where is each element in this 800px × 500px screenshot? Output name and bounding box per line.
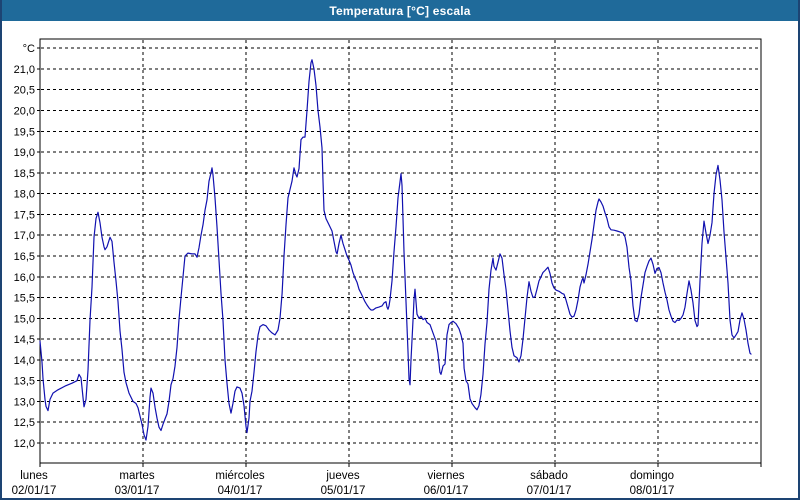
y-axis-tick-label: 20,0 [14, 106, 35, 118]
y-axis-unit-label: °C [23, 43, 35, 55]
x-axis-day-label: jueves [325, 470, 359, 482]
x-axis-date-label: 03/01/17 [115, 485, 160, 497]
y-axis-tick-label: 20,5 [14, 85, 35, 97]
x-axis-date-label: 06/01/17 [424, 485, 469, 497]
plot-border [39, 38, 762, 464]
y-axis-tick-label: 18,5 [14, 168, 35, 180]
window-title-bar[interactable]: Temperatura [°C] escala [2, 0, 798, 21]
x-axis-day-label: martes [119, 470, 154, 482]
x-axis-date-label: 02/01/17 [12, 485, 57, 497]
y-axis-tick-label: 19,5 [14, 126, 35, 138]
y-axis-tick-label: 17,5 [14, 209, 35, 221]
window-title: Temperatura [°C] escala [329, 3, 471, 18]
y-axis-tick-label: 16,0 [14, 272, 35, 284]
x-axis-date-label: 08/01/17 [630, 485, 675, 497]
x-axis-day-label: lunes [20, 470, 48, 482]
y-axis-tick-label: 19,0 [14, 147, 35, 159]
x-axis-date-label: 05/01/17 [321, 485, 366, 497]
y-axis-tick-label: 15,5 [14, 293, 35, 305]
y-axis-tick-label: 16,5 [14, 251, 35, 263]
y-axis-tick-label: 15,0 [14, 313, 35, 325]
y-axis-tick-label: 13,0 [14, 396, 35, 408]
x-axis-day-label: miércoles [215, 470, 264, 482]
x-axis-date-label: 07/01/17 [527, 485, 572, 497]
y-axis-tick-label: 14,0 [14, 355, 35, 367]
y-axis-tick-label: 12,5 [14, 417, 35, 429]
x-axis-day-label: sábado [530, 470, 568, 482]
x-axis-date-label: 04/01/17 [218, 485, 263, 497]
temperature-series-line [39, 59, 752, 441]
y-axis-tick-label: 14,5 [14, 334, 35, 346]
x-axis-day-label: viernes [427, 470, 464, 482]
y-axis-tick-label: 21,0 [14, 64, 35, 76]
x-axis-day-label: domingo [630, 470, 674, 482]
y-axis-tick-label: 13,5 [14, 376, 35, 388]
y-axis-tick-label: 18,0 [14, 189, 35, 201]
y-axis-tick-label: 17,0 [14, 230, 35, 242]
y-axis-tick-label: 12,0 [14, 438, 35, 450]
